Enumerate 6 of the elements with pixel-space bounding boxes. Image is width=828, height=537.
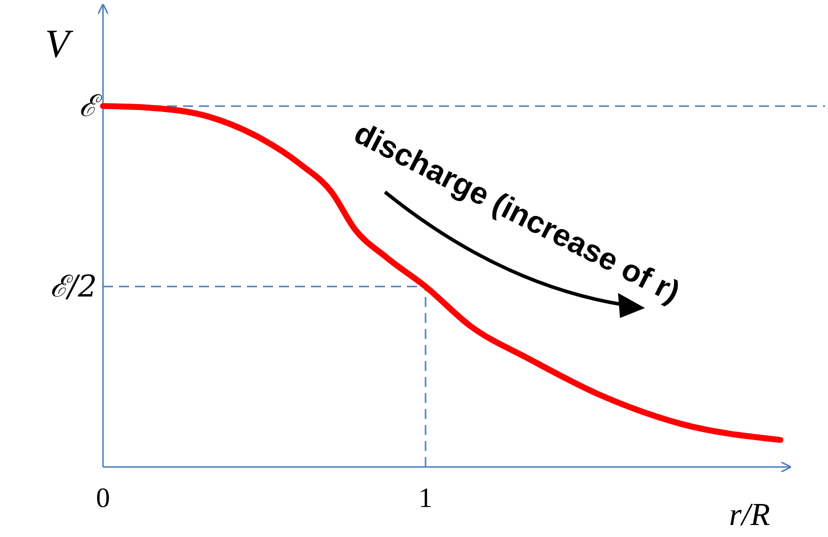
ref-line-label: ℰ [79, 89, 102, 124]
x-axis-title: r/R [729, 496, 770, 532]
x-tick-label: 0 [96, 483, 110, 514]
y-axis-title: V [45, 21, 74, 66]
x-tick-label: 1 [418, 483, 433, 514]
ref-line-label: ℰ/2 [50, 270, 97, 305]
